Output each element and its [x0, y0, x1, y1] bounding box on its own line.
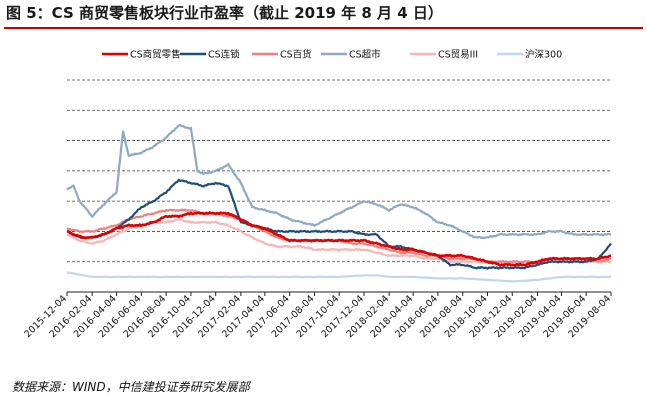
series-line-5 [66, 271, 612, 283]
chart-grid [67, 79, 611, 263]
series-line-1 [66, 178, 612, 270]
series-line-4 [66, 217, 612, 267]
source-note: 数据来源：WIND，中信建投证券研究发展部 [12, 380, 250, 394]
title-divider [4, 27, 643, 29]
series-line-3 [66, 124, 612, 240]
series-line-0 [67, 211, 612, 267]
legend-label: CS商贸零售 [130, 49, 181, 61]
legend-label: CS连锁 [208, 49, 240, 61]
legend-label: 沪深300 [525, 49, 562, 61]
chart-legend: CS商贸零售 CS连锁 CS百货 CS超市 CS贸易III 沪深300 [102, 49, 562, 61]
chart-series [66, 124, 612, 283]
figure-title: 图 5：CS 商贸零售板块行业市盈率（截止 2019 年 8 月 4 日） [6, 4, 443, 22]
legend-label: CS贸易III [438, 49, 478, 61]
legend-label: CS百货 [280, 49, 312, 61]
legend-label: CS超市 [349, 49, 381, 61]
x-axis: 2015-12-042016-02-042016-04-042016-06-04… [22, 291, 613, 340]
pe-ratio-chart: CS商贸零售 CS连锁 CS百货 CS超市 CS贸易III 沪深300 2015-12-0… [22, 49, 613, 341]
